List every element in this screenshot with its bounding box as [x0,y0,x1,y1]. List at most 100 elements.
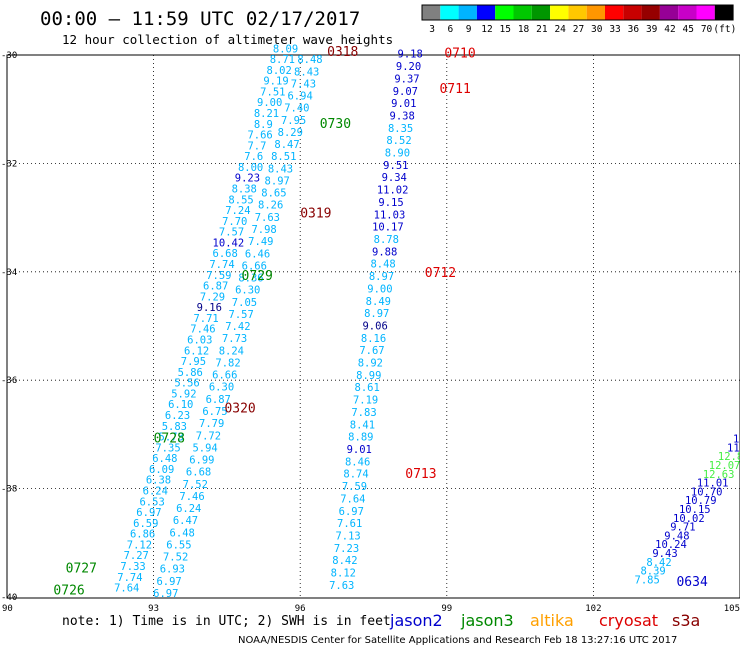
swh-value: 6.68 [213,248,238,260]
swh-value: 7.64 [114,583,139,595]
swh-value: 7.83 [351,407,376,419]
pass-time-label: 0634 [676,575,707,590]
swh-value: 6.48 [170,527,195,539]
swh-value: 10.70 [691,486,723,498]
swh-value: 12.63 [703,469,735,481]
swh-value: 9.07 [393,86,418,98]
legend-swatch [495,5,514,20]
cryosat-pass-0710-0713: 9.189.209.379.079.019.388.358.528.909.51… [329,49,423,592]
swh-value: 5.83 [162,421,187,433]
legend-label: 9 [466,24,472,35]
legend-label: 45 [683,24,694,35]
swh-value: 9.00 [367,283,392,295]
longitude-tick-label: 105 [724,604,740,614]
swh-value: 6.97 [136,507,161,519]
swh-value: 7.98 [251,224,276,236]
pass-time-label: 0729 [242,269,273,284]
swh-value: 8.26 [258,200,283,212]
swh-value: 9.00 [257,97,282,109]
swh-value: 6.53 [139,496,164,508]
swh-value: 7.70 [222,216,247,228]
swh-value: 12.8 [718,451,740,463]
jason2-pass-0634: 11.11.12.812.0712.6311.0110.7010.7910.15… [635,434,740,587]
legend-label: 15 [500,24,511,35]
swh-value: 7.74 [209,259,234,271]
swh-value: 8.78 [374,234,399,246]
swh-value: 6.47 [173,515,198,527]
swh-value: 6.87 [203,281,228,293]
legend-swatch [422,5,441,20]
legend-label: 39 [646,24,658,35]
swh-value: 11.02 [377,185,409,197]
longitude-tick-label: 99 [441,604,452,614]
swh-value: 10.17 [372,222,404,234]
legend-swatch [605,5,624,20]
swh-value: 6.94 [287,91,312,103]
swh-value: 8.35 [388,123,413,135]
swh-value: 6.46 [245,248,270,260]
legend-label: 21 [536,24,548,35]
longitude-tick-label: 102 [585,604,601,614]
swh-value: 9.34 [382,172,407,184]
legend-label: 3 [429,24,435,35]
swh-value: 8.97 [369,271,394,283]
swh-value: 6.38 [146,475,171,487]
swh-value: 7.33 [120,561,145,573]
latitude-tick-label: -32 [1,159,17,169]
pass-time-label: 0727 [66,562,97,577]
swh-value: 8.55 [228,194,253,206]
latitude-tick-label: -40 [1,593,17,603]
swh-value: 8.36 [238,273,263,285]
swh-value: 8.92 [358,358,383,370]
swh-value: 9.15 [378,197,403,209]
legend-label: 36 [628,24,640,35]
legend-label: 70 [701,24,713,35]
swh-value: 6.30 [209,382,234,394]
swh-value: 7.35 [155,442,180,454]
swh-value: 7.52 [163,552,188,564]
jason3-pass-0726-0730: 8.488.437.436.947.407.958.298.478.518.43… [153,54,322,600]
legend-swatch [696,5,715,20]
swh-value: 8.42 [646,557,671,569]
pass-time-label: 0712 [425,266,456,281]
swh-value: 5.86 [178,367,203,379]
swh-value: 9.48 [664,530,689,542]
swh-value: 6.75 [202,406,227,418]
swh-value: 8.42 [332,555,357,567]
latitude-tick-label: -36 [1,376,17,386]
swh-value: 8.52 [386,135,411,147]
swh-value: 6.48 [152,453,177,465]
satellite-name-jason2: jason2 [389,611,443,630]
pass-time-label: 0319 [300,207,331,222]
latitude-tick-label: -38 [1,485,17,495]
satellite-name-s3a: s3a [672,611,700,630]
legend-swatch [476,5,496,20]
swh-value: 7.7 [247,140,266,152]
latitude-tick-label: -30 [1,51,17,61]
legend-frame [421,4,734,21]
pass-time-label: 0318 [327,45,358,60]
swh-value: 6.59 [133,518,158,530]
swh-value: 6.97 [153,588,178,600]
footer-credit: NOAA/NESDIS Center for Satellite Applica… [238,635,677,646]
swh-value: 6.55 [166,539,191,551]
swh-value: 7.43 [291,78,316,90]
swh-value: 7.85 [635,574,660,586]
swh-value: 7.46 [179,491,204,503]
swh-value: 7.73 [222,333,247,345]
legend-label: 27 [573,24,584,35]
legend-swatch [513,5,532,20]
s3a-pass-0318-0320: 8.098.718.029.197.519.008.218.97.667.77.… [114,43,298,594]
swh-value: 8.09 [273,43,298,55]
axis-tick-labels: 90 93 96 99 102 105 -30 -32 -34 -36 -38 -40 [1,51,740,614]
legend-label: 24 [554,24,566,35]
swh-value: 6.30 [235,285,260,297]
legend-label: 42 [664,24,675,35]
swh-value: 8.97 [364,308,389,320]
satellite-name-jason3: jason3 [460,611,514,630]
swh-value: 6.66 [242,260,267,272]
swh-value: 8.43 [294,66,319,78]
swh-value: 7.82 [215,357,240,369]
swh-value: 8.97 [265,175,290,187]
